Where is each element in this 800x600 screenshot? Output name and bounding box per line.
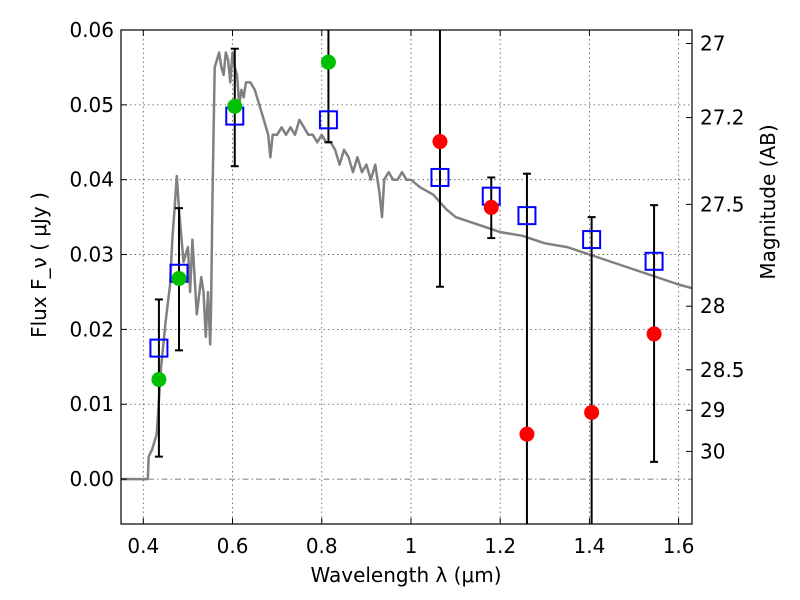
model-square bbox=[644, 251, 664, 271]
x-tick-label: 0.4 bbox=[127, 534, 159, 558]
y2-tick-label: 28 bbox=[700, 294, 725, 318]
plot-frame bbox=[120, 29, 693, 525]
model-square bbox=[517, 206, 537, 226]
grid-layer bbox=[121, 29, 692, 524]
y-axis-label: Flux F_ν ( μJy ) bbox=[27, 192, 51, 338]
y2-tick-labels: 27 27.2 27.5 28 28.5 29 30 bbox=[700, 31, 745, 463]
sed-curve-layer bbox=[121, 51, 693, 481]
model-square bbox=[582, 230, 602, 250]
green-observed-point bbox=[320, 54, 336, 70]
x-tick-label: 1.4 bbox=[573, 534, 605, 558]
red-observed-point bbox=[519, 426, 535, 442]
model-square bbox=[318, 110, 338, 130]
green-observed-point bbox=[171, 270, 187, 286]
green-observed-point bbox=[151, 372, 167, 388]
red-observed-point bbox=[432, 134, 448, 150]
y-tick-label: 0.03 bbox=[69, 243, 114, 267]
model-square bbox=[149, 338, 169, 358]
x-tick-label: 0.6 bbox=[217, 534, 249, 558]
y-tick-label: 0.04 bbox=[69, 168, 114, 192]
y-tick-label: 0.05 bbox=[69, 93, 114, 117]
y-tick-labels: 0.00 0.01 0.02 0.03 0.04 0.05 0.06 bbox=[69, 18, 114, 491]
observed-point-layer bbox=[151, 54, 662, 442]
red-observed-point bbox=[483, 199, 499, 215]
y-tick-label: 0.01 bbox=[69, 392, 114, 416]
model-square bbox=[430, 167, 450, 187]
y2-tick-label: 30 bbox=[700, 439, 725, 463]
y2-axis-label: Magnitude (AB) bbox=[756, 124, 780, 279]
red-observed-point bbox=[584, 404, 600, 420]
y2-tick-label: 29 bbox=[700, 398, 725, 422]
y-tick-label: 0.02 bbox=[69, 317, 114, 341]
x-tick-label: 1 bbox=[405, 534, 418, 558]
y2-tick-label: 27.5 bbox=[700, 192, 745, 216]
sed-model-curve bbox=[121, 51, 693, 481]
model-square-layer bbox=[149, 106, 664, 358]
red-observed-point bbox=[646, 326, 662, 342]
x-tick-label: 1.6 bbox=[663, 534, 695, 558]
green-observed-point bbox=[227, 98, 243, 114]
y-tick-label: 0.00 bbox=[69, 467, 114, 491]
y-tick-label: 0.06 bbox=[69, 18, 114, 42]
y2-tick-label: 27 bbox=[700, 31, 725, 55]
y2-tick-label: 27.2 bbox=[700, 106, 745, 130]
y2-tick-label: 28.5 bbox=[700, 358, 745, 382]
x-tick-labels: 0.4 0.6 0.8 1 1.2 1.4 1.6 bbox=[127, 534, 694, 558]
errorbar-layer bbox=[154, 30, 659, 524]
x-tick-label: 0.8 bbox=[306, 534, 338, 558]
x-axis-label: Wavelength λ (μm) bbox=[310, 563, 501, 587]
tick-layer bbox=[121, 29, 692, 524]
x-tick-label: 1.2 bbox=[484, 534, 516, 558]
